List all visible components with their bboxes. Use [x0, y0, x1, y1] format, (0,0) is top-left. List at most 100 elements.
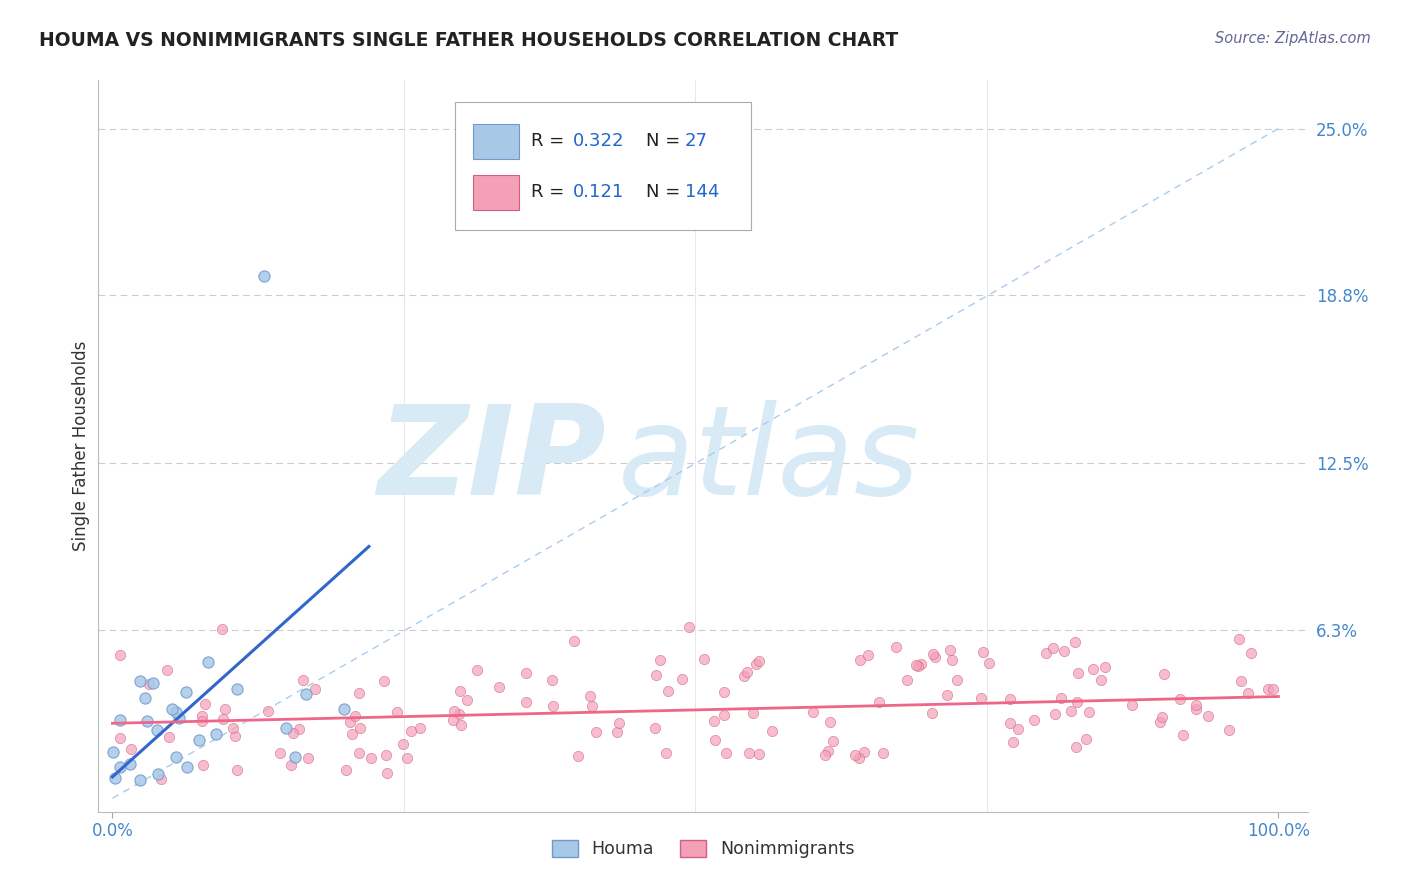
- Point: [678, 620, 700, 634]
- Point: [225, 763, 247, 777]
- Point: [142, 676, 165, 690]
- Point: [360, 751, 382, 765]
- Point: [515, 666, 537, 681]
- Point: [333, 702, 356, 716]
- Point: [1168, 691, 1191, 706]
- Point: [120, 741, 142, 756]
- Point: [214, 702, 236, 716]
- Point: [907, 659, 929, 673]
- Point: [224, 729, 246, 743]
- Text: N =: N =: [647, 132, 686, 150]
- Point: [1022, 714, 1045, 728]
- Point: [748, 654, 770, 668]
- Point: [972, 645, 994, 659]
- Point: [748, 747, 770, 761]
- Point: [713, 708, 735, 723]
- Point: [848, 750, 870, 764]
- Point: [941, 653, 963, 667]
- Point: [761, 724, 783, 739]
- Point: [191, 709, 214, 723]
- Point: [1035, 646, 1057, 660]
- Point: [921, 706, 943, 720]
- Point: [1121, 698, 1143, 712]
- Point: [385, 705, 408, 719]
- Point: [108, 731, 131, 745]
- Point: [110, 648, 132, 663]
- Point: [1184, 698, 1206, 712]
- Point: [349, 721, 371, 735]
- Text: N =: N =: [647, 183, 686, 202]
- Point: [156, 663, 179, 677]
- Point: [735, 665, 758, 680]
- Point: [212, 712, 235, 726]
- Text: atlas: atlas: [619, 401, 921, 521]
- Point: [1000, 715, 1022, 730]
- Point: [280, 758, 302, 772]
- Point: [167, 711, 190, 725]
- Point: [134, 691, 156, 706]
- Point: [924, 650, 946, 665]
- Point: [108, 713, 131, 727]
- Point: [936, 688, 959, 702]
- Point: [291, 673, 314, 687]
- Point: [150, 772, 173, 786]
- Point: [103, 745, 125, 759]
- Point: [191, 714, 214, 728]
- Point: [118, 756, 141, 771]
- Point: [339, 715, 361, 730]
- Point: [1227, 632, 1250, 646]
- Point: [734, 668, 756, 682]
- Point: [138, 677, 160, 691]
- Point: [294, 687, 316, 701]
- Point: [135, 714, 157, 729]
- Point: [801, 705, 824, 719]
- Y-axis label: Single Father Households: Single Father Households: [72, 341, 90, 551]
- Text: Source: ZipAtlas.com: Source: ZipAtlas.com: [1215, 31, 1371, 46]
- Point: [304, 681, 326, 696]
- Point: [977, 656, 1000, 670]
- Point: [1149, 714, 1171, 729]
- Point: [703, 714, 725, 728]
- Point: [191, 757, 214, 772]
- Point: [541, 673, 564, 687]
- Point: [188, 733, 211, 747]
- Point: [1002, 735, 1025, 749]
- Point: [821, 733, 844, 747]
- Point: [194, 698, 217, 712]
- Point: [1064, 634, 1087, 648]
- Point: [373, 674, 395, 689]
- Text: R =: R =: [531, 132, 571, 150]
- Point: [671, 672, 693, 686]
- Point: [146, 767, 169, 781]
- Point: [441, 713, 464, 727]
- Point: [1218, 723, 1240, 737]
- Point: [606, 725, 628, 739]
- Point: [742, 706, 765, 720]
- Legend: Houma, Nonimmigrants: Houma, Nonimmigrants: [544, 833, 862, 865]
- Point: [1090, 673, 1112, 687]
- Point: [108, 759, 131, 773]
- Point: [165, 705, 187, 719]
- Point: [1256, 682, 1278, 697]
- Point: [1094, 660, 1116, 674]
- Point: [1081, 662, 1104, 676]
- Point: [1066, 695, 1088, 709]
- Point: [946, 673, 969, 688]
- Point: [284, 749, 307, 764]
- Point: [104, 771, 127, 785]
- Point: [1173, 728, 1195, 742]
- Point: [692, 651, 714, 665]
- Point: [716, 746, 738, 760]
- Point: [1184, 702, 1206, 716]
- Point: [818, 714, 841, 729]
- Point: [939, 643, 962, 657]
- Point: [998, 692, 1021, 706]
- Point: [160, 702, 183, 716]
- Point: [585, 725, 607, 739]
- Point: [256, 704, 278, 718]
- Point: [849, 652, 872, 666]
- Point: [409, 721, 432, 735]
- Point: [1150, 710, 1173, 724]
- Point: [645, 668, 668, 682]
- Point: [225, 681, 247, 696]
